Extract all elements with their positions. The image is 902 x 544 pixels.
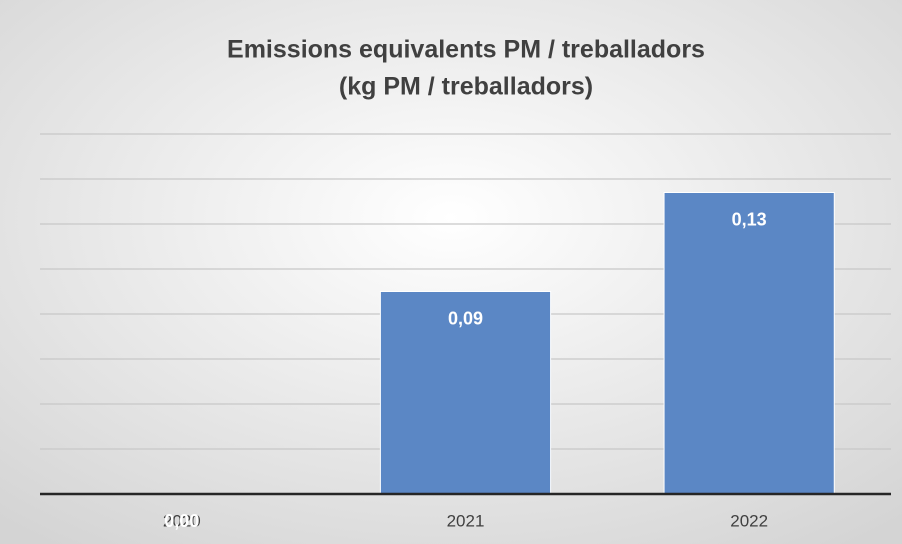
chart-title: Emissions equivalents PM / treballadors bbox=[227, 36, 705, 64]
data-label: 0,00 bbox=[164, 511, 199, 531]
x-tick-label: 2020 bbox=[163, 511, 201, 530]
x-tick-label: 2021 bbox=[447, 511, 485, 530]
x-tick-label: 2022 bbox=[730, 511, 768, 530]
bar bbox=[379, 291, 552, 495]
data-label: 0,09 bbox=[448, 308, 483, 328]
bar bbox=[663, 192, 835, 495]
data-label: 0,13 bbox=[732, 209, 767, 229]
chart-subtitle: (kg PM / treballadors) bbox=[339, 73, 593, 101]
